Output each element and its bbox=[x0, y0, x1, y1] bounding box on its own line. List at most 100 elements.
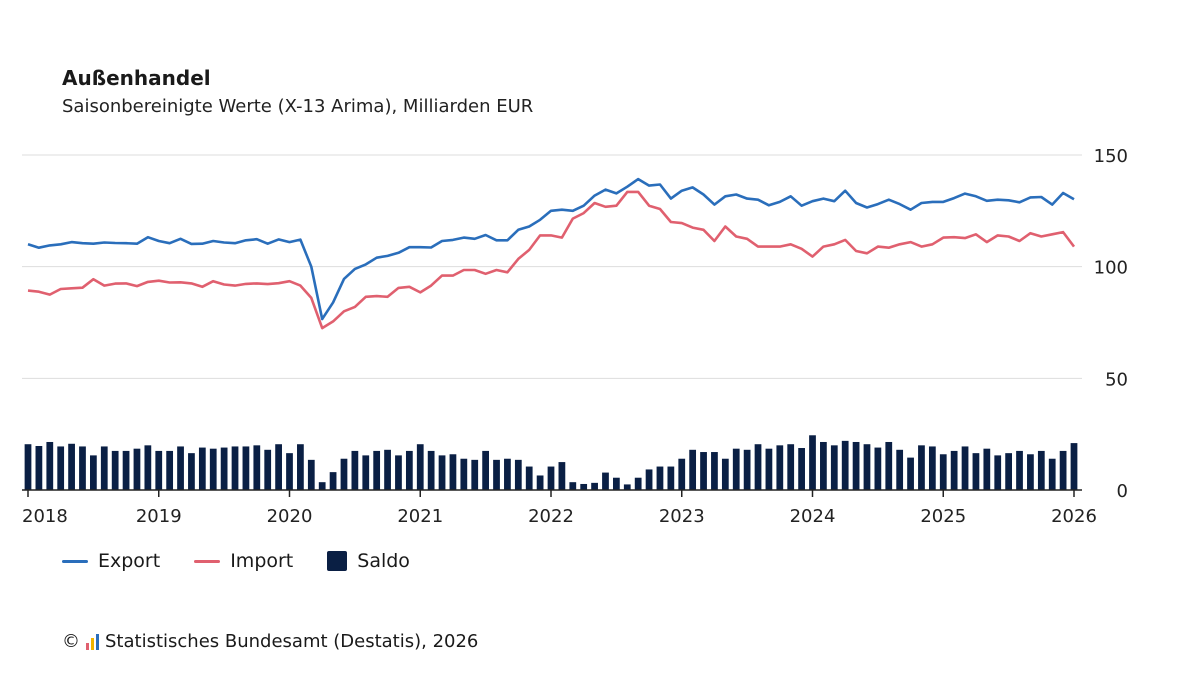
saldo-bar bbox=[667, 466, 675, 490]
saldo-bar bbox=[198, 447, 206, 490]
saldo-bar bbox=[122, 450, 130, 490]
saldo-bar bbox=[514, 459, 522, 490]
saldo-bar bbox=[547, 466, 555, 490]
saldo-bar bbox=[885, 441, 893, 490]
saldo-bars bbox=[24, 435, 1078, 490]
saldo-bar bbox=[340, 458, 348, 490]
saldo-bar bbox=[787, 444, 795, 490]
saldo-bar bbox=[242, 446, 250, 490]
saldo-bar bbox=[504, 458, 511, 490]
saldo-bar bbox=[918, 445, 925, 490]
saldo-bar bbox=[961, 446, 969, 490]
saldo-bar bbox=[329, 472, 337, 490]
saldo-bar bbox=[994, 455, 1002, 490]
saldo-bar bbox=[449, 454, 457, 490]
saldo-bar bbox=[928, 446, 936, 490]
saldo-bar bbox=[569, 482, 577, 490]
legend-import-label: Import bbox=[230, 550, 294, 572]
saldo-bar bbox=[100, 446, 108, 490]
saldo-bar bbox=[602, 472, 609, 490]
saldo-bar bbox=[471, 459, 479, 490]
x-tick-label: 2025 bbox=[920, 506, 966, 527]
saldo-bar bbox=[275, 444, 282, 490]
saldo-bar bbox=[732, 448, 740, 490]
saldo-bar bbox=[721, 458, 729, 490]
saldo-bar bbox=[863, 444, 871, 490]
saldo-bar bbox=[939, 454, 947, 490]
legend-saldo-swatch bbox=[327, 551, 348, 571]
saldo-bar bbox=[580, 483, 588, 490]
x-tick-label: 2024 bbox=[790, 506, 836, 527]
saldo-bar bbox=[1037, 450, 1045, 490]
legend-import-swatch bbox=[194, 559, 221, 563]
legend-item-saldo[interactable]: Saldo bbox=[327, 550, 410, 572]
saldo-bar bbox=[558, 462, 566, 490]
x-axis: 2018 2019 2020 2021 2022 2023 2024 2025 2026 bbox=[22, 489, 1097, 527]
saldo-bar bbox=[656, 466, 664, 490]
saldo-bar bbox=[841, 440, 849, 490]
y-tick-label: 100 bbox=[1094, 258, 1128, 279]
saldo-bar bbox=[395, 455, 402, 490]
saldo-bar bbox=[896, 449, 904, 490]
saldo-bar bbox=[743, 449, 751, 490]
saldo-bar bbox=[79, 446, 86, 490]
x-tick-label: 2022 bbox=[528, 506, 574, 527]
saldo-bar bbox=[46, 441, 54, 490]
saldo-bar bbox=[972, 453, 980, 490]
saldo-bar bbox=[907, 457, 914, 490]
saldo-bar bbox=[776, 445, 784, 490]
legend-item-import[interactable]: Import bbox=[194, 550, 293, 572]
saldo-bar bbox=[155, 450, 163, 490]
x-tick-label: 2023 bbox=[659, 506, 705, 527]
saldo-bar bbox=[493, 459, 500, 490]
saldo-bar bbox=[983, 448, 991, 490]
x-tick-label: 2021 bbox=[397, 506, 443, 527]
legend-item-export[interactable]: Export bbox=[62, 550, 160, 572]
saldo-bar bbox=[634, 477, 642, 490]
import-line bbox=[27, 190, 1076, 330]
source-footer: © Statistisches Bundesamt (Destatis), 20… bbox=[62, 631, 478, 652]
saldo-bar bbox=[689, 449, 697, 490]
saldo-bar bbox=[405, 450, 413, 490]
saldo-bar bbox=[362, 455, 370, 490]
x-tick-label: 2018 bbox=[22, 506, 68, 527]
x-tick-label: 2019 bbox=[136, 506, 182, 527]
saldo-bar bbox=[623, 484, 631, 490]
saldo-bar bbox=[950, 450, 958, 490]
saldo-bar bbox=[188, 453, 195, 490]
saldo-bar bbox=[798, 448, 805, 490]
legend-saldo-label: Saldo bbox=[357, 550, 410, 572]
saldo-bar bbox=[133, 448, 141, 490]
line-series bbox=[27, 177, 1076, 330]
saldo-bar bbox=[1027, 454, 1034, 490]
saldo-bar bbox=[852, 441, 860, 490]
saldo-bar bbox=[144, 445, 152, 490]
saldo-bar bbox=[525, 466, 533, 490]
saldo-bar bbox=[220, 447, 228, 490]
saldo-bar bbox=[231, 446, 239, 490]
saldo-bar bbox=[645, 469, 653, 490]
destatis-logo-icon bbox=[86, 633, 99, 650]
saldo-bar bbox=[318, 482, 326, 490]
legend: Export Import Saldo bbox=[62, 550, 444, 572]
saldo-bar bbox=[384, 449, 391, 490]
saldo-bar bbox=[711, 452, 718, 490]
saldo-bar bbox=[297, 444, 304, 490]
saldo-bar bbox=[177, 446, 184, 490]
saldo-bar bbox=[286, 453, 293, 490]
saldo-bar bbox=[820, 441, 827, 490]
saldo-bar bbox=[253, 445, 261, 490]
saldo-bar bbox=[307, 459, 315, 490]
saldo-bar bbox=[24, 444, 32, 490]
saldo-bar bbox=[111, 450, 119, 490]
y-tick-label: 150 bbox=[1094, 146, 1128, 167]
chart-subtitle: Saisonbereinigte Werte (X-13 Arima), Mil… bbox=[62, 96, 534, 117]
saldo-bar bbox=[612, 477, 620, 490]
saldo-bar bbox=[1070, 443, 1078, 490]
saldo-bar bbox=[35, 446, 43, 490]
saldo-bar bbox=[809, 435, 816, 490]
saldo-bar bbox=[874, 447, 882, 490]
saldo-bar bbox=[830, 445, 838, 490]
saldo-bar bbox=[754, 444, 762, 490]
